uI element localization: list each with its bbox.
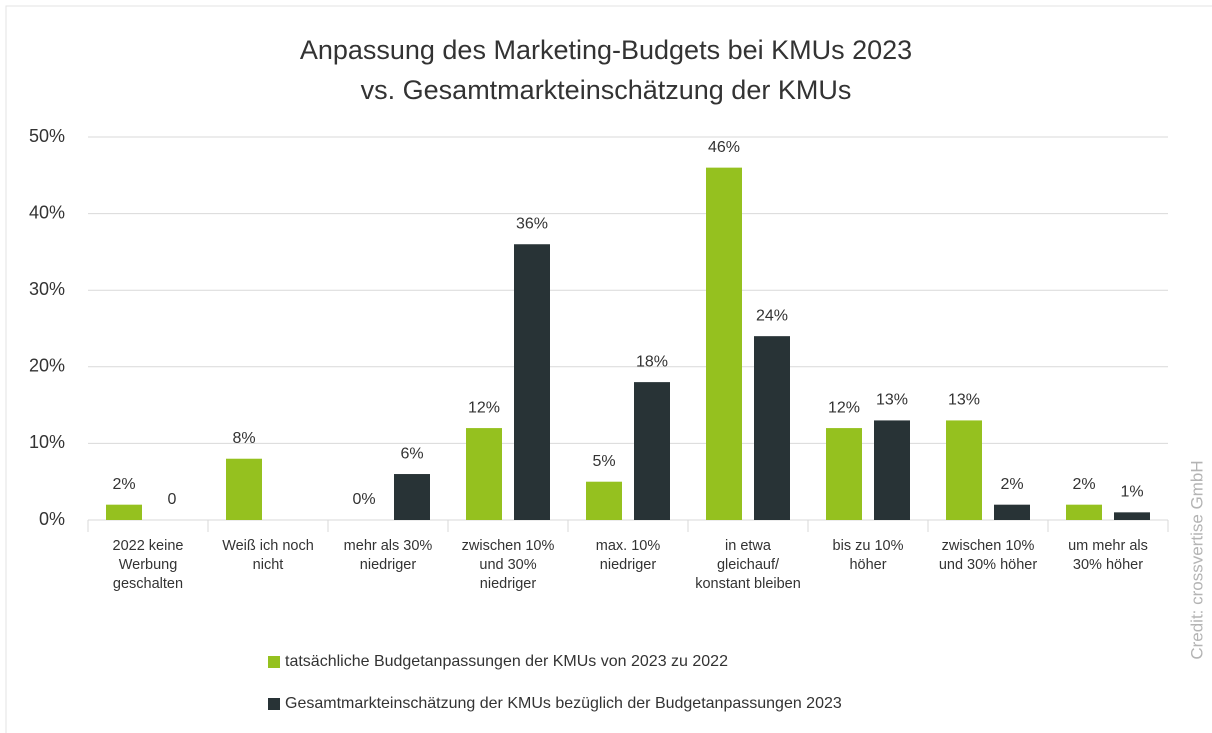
- x-tick-label: mehr als 30% niedriger: [343, 538, 433, 573]
- x-tick-label: bis zu 10% höher: [832, 538, 904, 573]
- data-label: 0%: [352, 491, 375, 508]
- data-label: 2%: [112, 476, 135, 493]
- data-label: 13%: [948, 392, 980, 409]
- bar: [466, 428, 502, 520]
- x-tick-label: Weiß ich noch nicht: [222, 538, 314, 573]
- bar: [514, 244, 550, 521]
- credit: Credit: crossvertise GmbH: [1187, 460, 1206, 659]
- bar: [106, 504, 142, 520]
- data-label: 5%: [592, 453, 615, 470]
- legend-label: Gesamtmarkteinschätzung der KMUs bezügli…: [285, 695, 842, 712]
- bar: [706, 167, 742, 520]
- data-label: 24%: [756, 307, 788, 324]
- bar: [826, 428, 862, 520]
- bar: [1114, 512, 1150, 520]
- data-label: 2%: [1072, 476, 1095, 493]
- legend-swatch: [268, 656, 280, 668]
- x-tick-label: um mehr als 30% höher: [1068, 538, 1148, 573]
- data-label: 18%: [636, 353, 668, 370]
- x-tick-label: in etwa gleichauf/ konstant bleiben: [695, 538, 801, 592]
- data-label: 0: [168, 491, 177, 508]
- bar: [754, 336, 790, 520]
- data-label: 8%: [232, 430, 255, 447]
- x-tick-label: max. 10% niedriger: [595, 538, 661, 573]
- bar: [1066, 504, 1102, 520]
- bar: [994, 504, 1030, 520]
- bar: [634, 382, 670, 520]
- frame: [5, 5, 1212, 733]
- y-tick-label: 20%: [29, 356, 65, 376]
- data-label: 36%: [516, 215, 548, 232]
- bar: [226, 458, 262, 520]
- legend-swatch: [268, 698, 280, 710]
- data-label: 6%: [400, 445, 423, 462]
- y-tick-label: 30%: [29, 279, 65, 299]
- y-tick-label: 10%: [29, 432, 65, 452]
- data-label: 13%: [876, 392, 908, 409]
- y-tick-label: 40%: [29, 202, 65, 222]
- y-tick-label: 0%: [39, 509, 65, 529]
- data-label: 12%: [468, 399, 500, 416]
- bar: [874, 420, 910, 520]
- data-label: 2%: [1000, 476, 1023, 493]
- data-label: 1%: [1120, 484, 1143, 501]
- data-label: 12%: [828, 399, 860, 416]
- bar: [946, 420, 982, 520]
- x-tick-label: 2022 keine Werbung geschalten: [112, 538, 184, 592]
- data-label: 46%: [708, 139, 740, 156]
- bar: [586, 481, 622, 520]
- x-tick-label: zwischen 10% und 30% niedriger: [461, 538, 555, 592]
- chart-title: Anpassung des Marketing-Budgets bei KMUs…: [299, 35, 913, 105]
- x-tick-label: zwischen 10% und 30% höher: [938, 538, 1038, 573]
- legend-label: tatsächliche Budgetanpassungen der KMUs …: [285, 653, 728, 670]
- y-tick-label: 50%: [29, 126, 65, 146]
- bar: [394, 474, 430, 520]
